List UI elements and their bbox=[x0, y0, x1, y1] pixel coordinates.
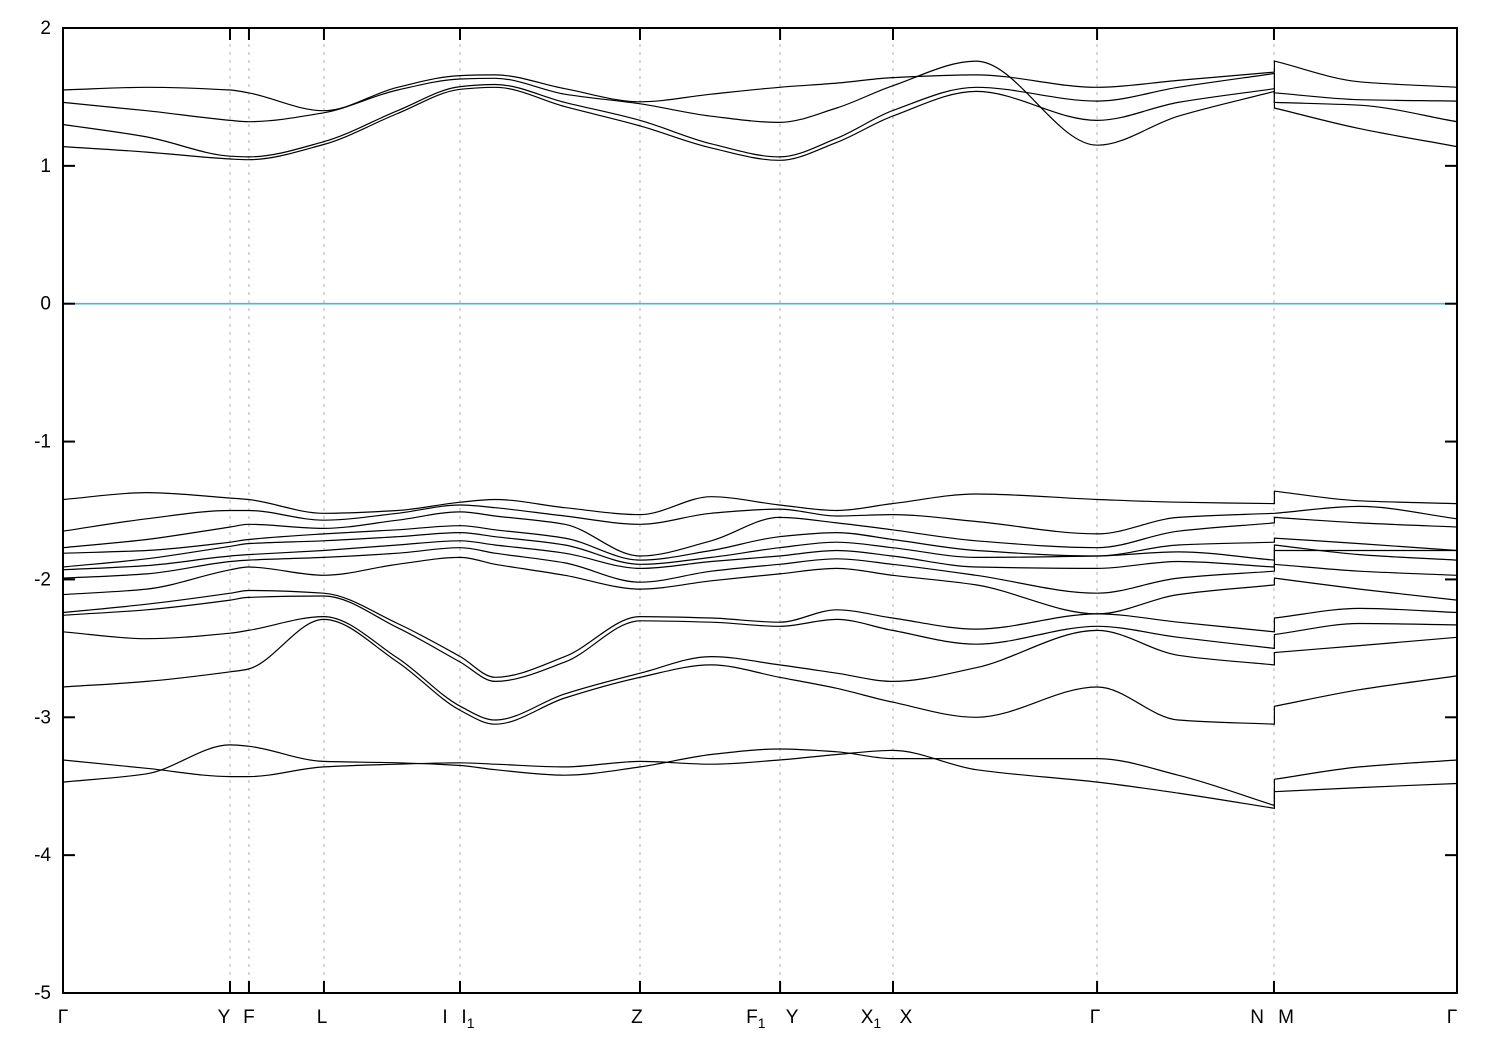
kpoint-label: F1 bbox=[746, 1007, 766, 1031]
y-tick-label: -3 bbox=[34, 707, 51, 728]
kpoint-label: M bbox=[1278, 1007, 1294, 1028]
valence-band-line bbox=[62, 595, 1458, 683]
kpoint-label: Z bbox=[631, 1007, 643, 1028]
kpoint-label: Γ bbox=[1447, 1007, 1457, 1028]
kpoint-label: L bbox=[317, 1007, 328, 1028]
kpoint-label: N bbox=[1250, 1007, 1264, 1028]
valence-band-line bbox=[62, 589, 1458, 678]
valence-band-line bbox=[62, 556, 1458, 615]
conduction-band-line bbox=[62, 72, 1458, 158]
kpoint-label: Γ bbox=[1090, 1007, 1100, 1028]
valence-band-line bbox=[62, 615, 1458, 721]
kpoint-label: F bbox=[243, 1007, 255, 1028]
kpoint-label: Y bbox=[218, 1007, 231, 1028]
y-tick-label: 2 bbox=[40, 18, 51, 39]
valence-band-line bbox=[62, 490, 1458, 516]
valence-band-line bbox=[62, 540, 1458, 571]
y-tick-label: 0 bbox=[40, 294, 51, 315]
valence-band-line bbox=[62, 744, 1458, 807]
valence-band-line bbox=[62, 749, 1458, 810]
conduction-band-line bbox=[62, 86, 1458, 161]
y-tick-label: -4 bbox=[34, 845, 51, 866]
valence-band-line bbox=[62, 504, 1458, 535]
conduction-band-line bbox=[62, 60, 1458, 112]
valence-band-line bbox=[62, 547, 1458, 594]
y-tick-label: 1 bbox=[40, 156, 51, 177]
kpoint-label: X1 bbox=[861, 1007, 882, 1031]
conduction-band-line bbox=[62, 60, 1458, 148]
valence-band-line bbox=[62, 525, 1458, 561]
valence-band-line bbox=[62, 618, 1458, 725]
y-tick-label: -5 bbox=[34, 983, 51, 1004]
kpoint-label: I1 bbox=[461, 1007, 474, 1031]
valence-band-line bbox=[62, 511, 1458, 557]
kpoint-label: Γ bbox=[58, 1007, 68, 1028]
valence-band-line bbox=[62, 531, 1457, 568]
kpoint-label: X bbox=[900, 1007, 913, 1028]
kpoint-label: Y bbox=[786, 1007, 799, 1028]
y-tick-label: -2 bbox=[34, 569, 51, 590]
kpoint-label: I bbox=[442, 1007, 447, 1028]
plot-border bbox=[62, 27, 1458, 994]
y-tick-label: -1 bbox=[34, 432, 51, 453]
